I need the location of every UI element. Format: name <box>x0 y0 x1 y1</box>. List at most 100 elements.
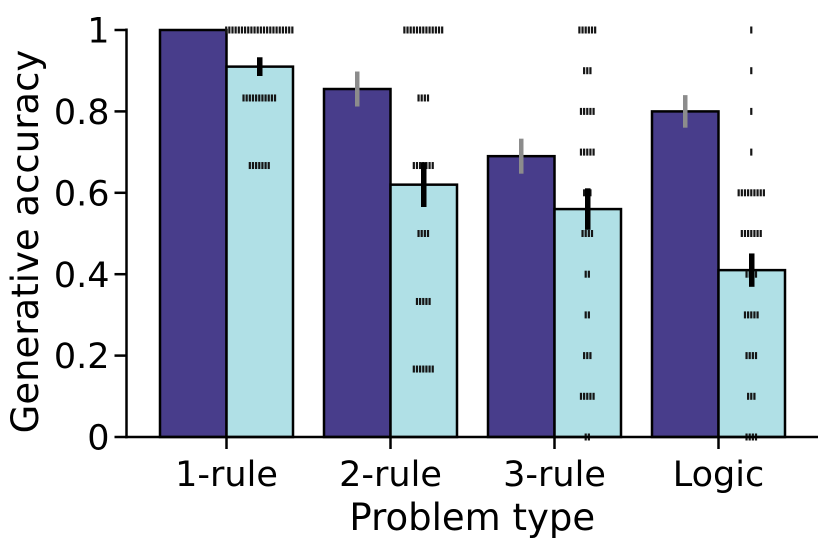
strip-dash-3-rule <box>583 189 586 197</box>
strip-dash-2-rule <box>415 365 419 373</box>
strip-dash-3-rule <box>589 352 592 360</box>
strip-dash-2-rule <box>426 94 430 102</box>
strip-dash-Logic <box>759 189 762 197</box>
strip-dash-1-rule <box>264 162 267 170</box>
strip-dash-3-rule <box>586 67 589 75</box>
bar-dark-purple-bars-Logic <box>650 110 720 439</box>
strip-dash-3-rule <box>584 270 587 278</box>
strip-dash-2-rule <box>420 94 423 102</box>
strip-dash-1-rule <box>250 26 253 34</box>
bar-dark-purple-bars-2-rule <box>322 87 392 439</box>
strip-dash-Logic <box>756 189 759 197</box>
strip-dash-3-rule <box>589 392 592 400</box>
strip-dash-1-rule <box>251 162 255 170</box>
strip-dash-Logic <box>747 230 750 237</box>
y-tick-label: 0.2 <box>54 337 110 377</box>
y-tick-label: 0.4 <box>54 256 110 296</box>
strip-dash-2-rule <box>441 26 444 34</box>
strip-dash-2-rule <box>428 162 431 170</box>
x-tick-label-2-rule: 2-rule <box>339 455 442 495</box>
strip-dash-Logic <box>743 189 747 197</box>
strip-dash-1-rule <box>255 94 258 102</box>
bar-dark-purple-bars-1-rule <box>158 28 228 439</box>
strip-dash-2-rule <box>431 365 434 373</box>
bar-light-blue-bars-1-rule <box>225 65 295 439</box>
x-axis-label: Problem type <box>349 496 595 539</box>
y-tick-label: 1 <box>87 12 109 52</box>
strip-dash-Logic <box>754 270 758 278</box>
strip-dash-1-rule <box>231 26 234 34</box>
strip-dash-2-rule <box>415 162 419 170</box>
strip-dash-1-rule <box>270 94 273 102</box>
strip-dash-Logic <box>759 230 762 237</box>
strip-dash-2-rule <box>412 365 415 373</box>
strip-dash-2-rule <box>415 297 419 305</box>
y-tick-label: 0.6 <box>54 174 110 214</box>
strip-dash-1-rule <box>288 26 291 34</box>
strip-dash-2-rule <box>422 26 425 34</box>
strip-dash-1-rule <box>281 26 284 34</box>
strip-dash-3-rule <box>579 392 583 400</box>
strip-dash-3-rule <box>586 352 589 360</box>
strip-dash-3-rule <box>587 26 590 34</box>
strip-dash-2-rule <box>412 26 415 34</box>
strip-dash-1-rule <box>264 94 267 102</box>
strip-dash-Logic <box>762 189 765 197</box>
strip-dash-3-rule <box>586 148 589 156</box>
strip-dash-2-rule <box>431 26 434 34</box>
strip-dash-3-rule <box>584 311 587 319</box>
strip-dash-1-rule <box>245 94 248 102</box>
strip-dash-2-rule <box>419 365 422 373</box>
strip-dash-2-rule <box>422 297 425 305</box>
strip-dash-Logic <box>750 311 753 319</box>
strip-dash-2-rule <box>417 230 420 237</box>
strip-dash-Logic <box>753 189 756 197</box>
strip-dash-1-rule <box>267 94 270 102</box>
strip-dash-Logic <box>747 392 750 400</box>
strip-dash-3-rule <box>583 148 586 156</box>
strip-dash-Logic <box>753 311 756 319</box>
strip-dash-Logic <box>750 189 753 197</box>
strip-dash-Logic <box>748 352 751 360</box>
strip-dash-2-rule <box>403 26 406 34</box>
strip-dash-2-rule <box>428 26 431 34</box>
strip-dash-3-rule <box>587 270 590 278</box>
y-axis-label: Generative accuracy <box>4 50 47 434</box>
x-tick-label-Logic: Logic <box>673 455 764 495</box>
strip-dash-1-rule <box>261 162 264 170</box>
strip-dash-Logic <box>756 230 759 237</box>
strip-dash-2-rule <box>428 365 431 373</box>
strip-dash-3-rule <box>579 148 583 156</box>
strip-dash-Logic <box>751 352 754 360</box>
strip-dash-1-rule <box>266 26 269 34</box>
strip-dash-3-rule <box>581 26 584 34</box>
strip-dash-1-rule <box>259 26 262 34</box>
strip-dash-Logic <box>740 189 743 197</box>
strip-dash-3-rule <box>586 107 589 115</box>
strip-dash-3-rule <box>592 148 595 156</box>
strip-dash-1-rule <box>237 26 240 34</box>
y-tick-label: 0.8 <box>54 93 110 133</box>
strip-dash-1-rule <box>253 26 256 34</box>
strip-dash-3-rule <box>594 26 597 34</box>
strip-dash-3-rule <box>587 230 590 237</box>
strip-dash-1-rule <box>269 26 272 34</box>
strip-dash-2-rule <box>428 297 431 305</box>
strip-dash-3-rule <box>584 26 587 34</box>
y-tick-label: 0 <box>87 419 109 459</box>
strip-dash-1-rule <box>278 26 281 34</box>
bar-dark-purple-bars-3-rule <box>486 154 556 439</box>
strip-dash-Logic <box>745 270 748 278</box>
strip-dash-Logic <box>737 189 740 197</box>
strip-dash-2-rule <box>422 365 425 373</box>
strip-dash-2-rule <box>425 297 428 305</box>
strip-dash-3-rule <box>583 107 586 115</box>
strip-dash-1-rule <box>267 162 270 170</box>
strip-dash-2-rule <box>417 94 420 102</box>
bar-light-blue-bars-3-rule <box>553 207 623 439</box>
strip-dash-Logic <box>740 230 743 237</box>
strip-dash-3-rule <box>583 67 586 75</box>
strip-dash-2-rule <box>409 26 412 34</box>
strip-dash-1-rule <box>262 26 266 34</box>
